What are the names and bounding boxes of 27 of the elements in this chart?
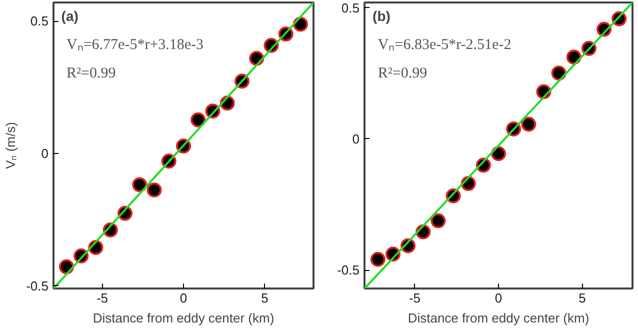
y-tick-label: -0.5 (337, 262, 360, 278)
point (146, 182, 162, 198)
x-tick-label: 5 (261, 290, 268, 306)
x-tick-label: -5 (96, 290, 108, 306)
annotation: R²=0.99 (378, 65, 428, 82)
y-tick-label: -0.5 (26, 278, 49, 294)
point (132, 177, 148, 192)
annotation: Vₙ=6.83e-5*r-2.51e-2 (378, 36, 512, 53)
x-tick-label: 5 (578, 290, 586, 306)
x-tick-label: 0 (180, 290, 188, 306)
x-tick-label: 0 (494, 290, 502, 306)
x-tick-label: -5 (408, 290, 421, 306)
x-axis-title: Distance from eddy center (km) (408, 310, 590, 326)
y-tick-label: 0 (352, 131, 360, 146)
point (521, 116, 536, 132)
x-axis-title: Distance from eddy center (km) (92, 310, 274, 326)
chart-title: (a) (61, 8, 78, 24)
y-tick-label: 0 (41, 146, 49, 161)
annotation: Vₙ=6.77e-5*r+3.18e-3 (66, 36, 204, 53)
y-tick-label: 0.5 (341, 0, 360, 16)
point (370, 252, 386, 267)
y-axis-title: Vₙ (m/s) (3, 122, 18, 169)
point (430, 213, 446, 228)
y-tick-label: 0.5 (30, 14, 49, 29)
text: (b) (372, 8, 390, 24)
point (190, 112, 206, 128)
annotation: R²=0.99 (66, 65, 116, 82)
